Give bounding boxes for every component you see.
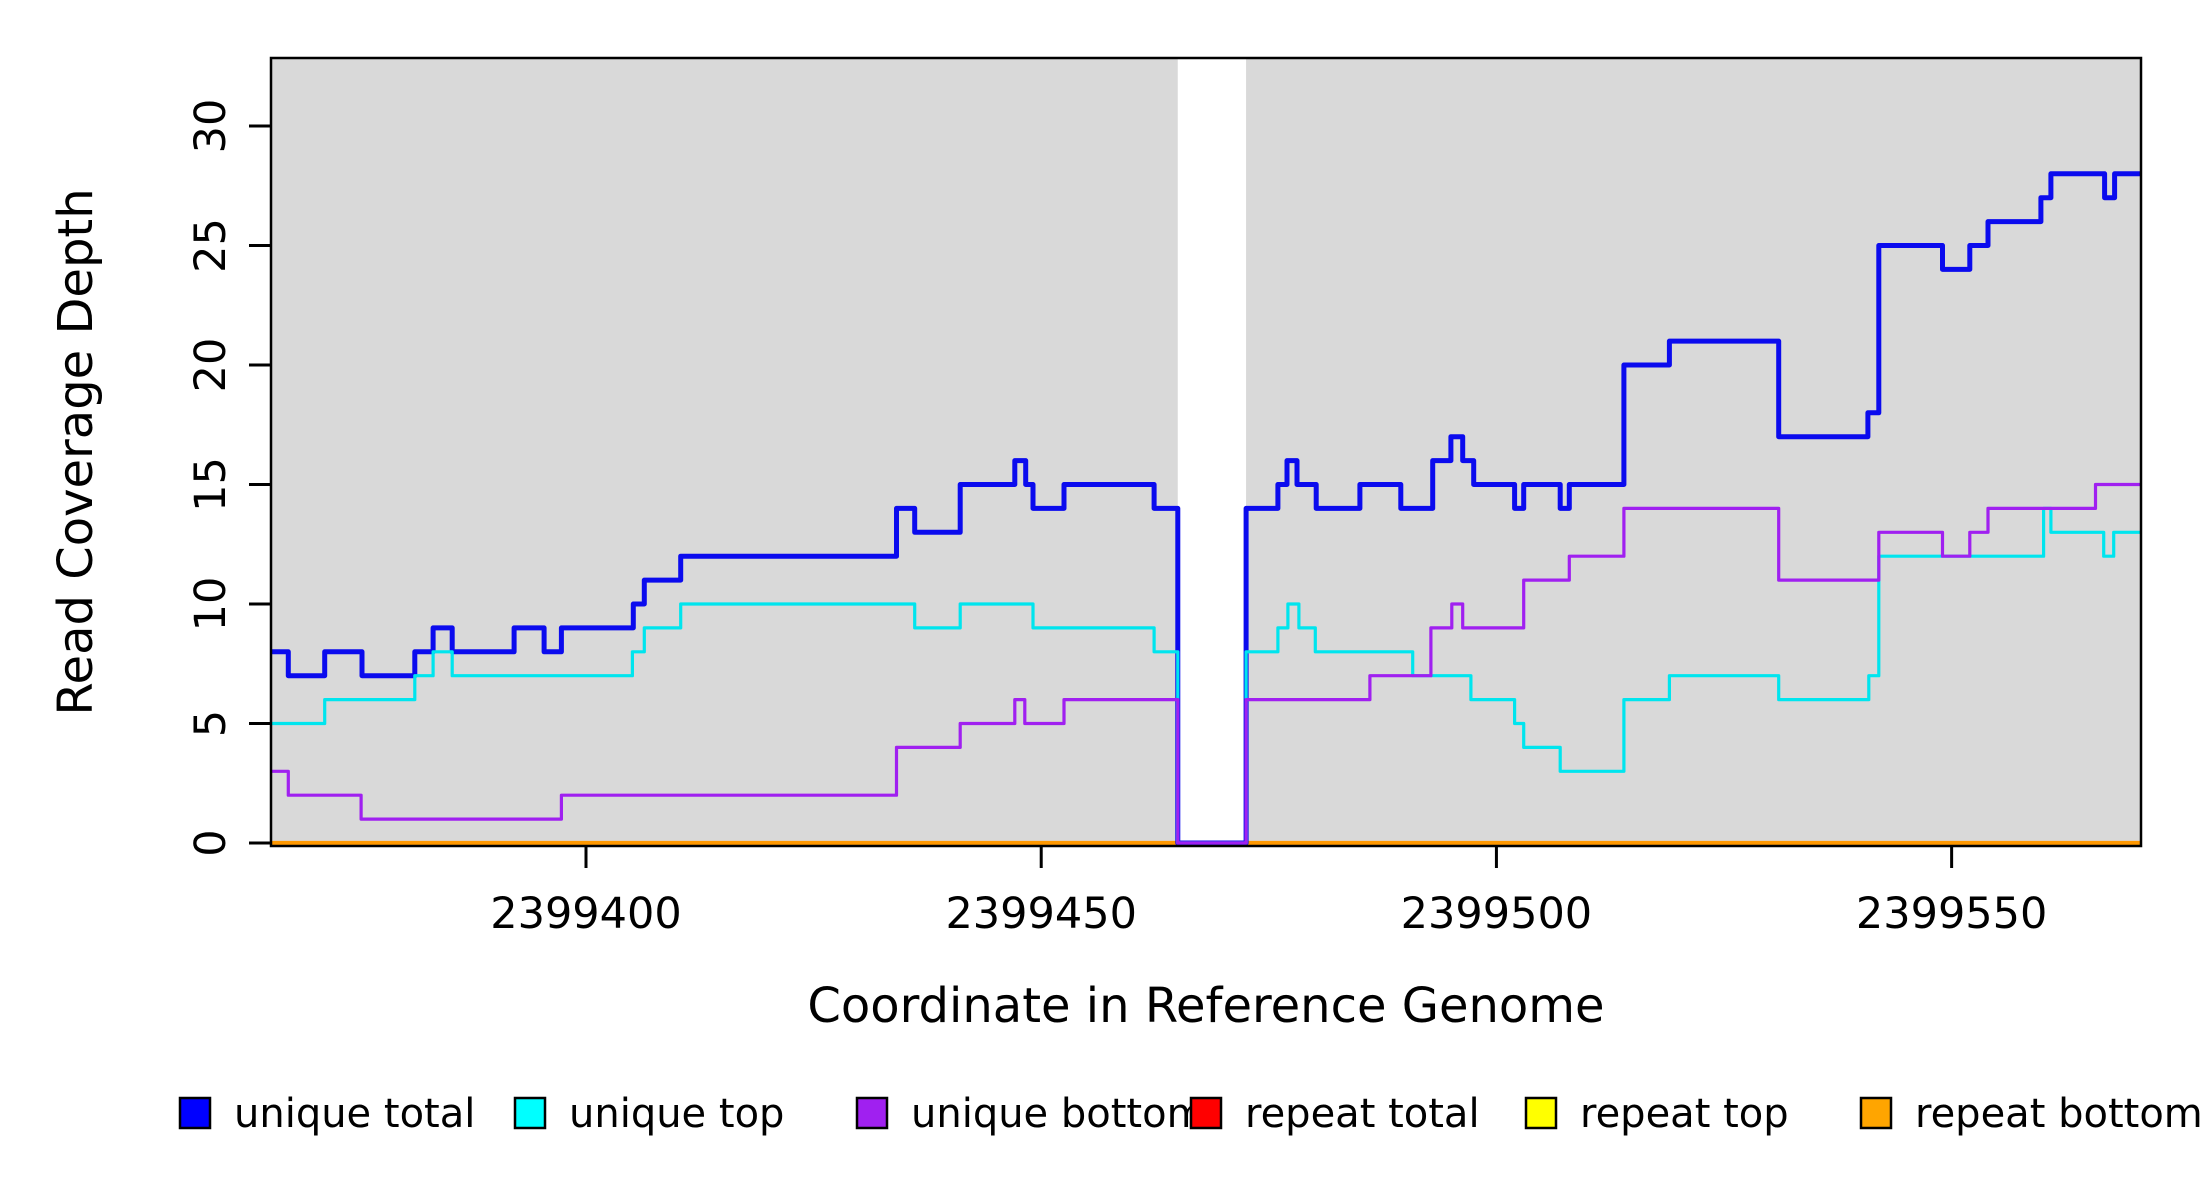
y-tick-label: 15	[186, 457, 236, 512]
x-tick-label: 2399450	[945, 889, 1137, 939]
legend-label: repeat total	[1245, 1091, 1480, 1137]
x-tick-label: 2399550	[1856, 889, 2048, 939]
legend-label: unique bottom	[911, 1091, 1206, 1137]
legend-swatch	[1524, 1096, 1558, 1130]
y-tick-label: 0	[186, 829, 236, 856]
legend-label: unique top	[569, 1091, 784, 1137]
legend-swatch	[1189, 1096, 1223, 1130]
plot-box	[269, 56, 2143, 848]
legend-label: unique total	[234, 1091, 475, 1137]
y-tick-label: 30	[186, 99, 236, 154]
legend-swatch	[1859, 1096, 1893, 1130]
x-axis-title: Coordinate in Reference Genome	[807, 978, 1604, 1034]
y-tick-label: 10	[186, 577, 236, 632]
series-line-unique-total	[271, 171, 2141, 846]
series-line-unique-top	[271, 506, 2141, 845]
y-tick-label: 25	[186, 218, 236, 273]
legend-label: repeat top	[1580, 1091, 1789, 1137]
y-axis-title: Read Coverage Depth	[48, 188, 104, 715]
legend-swatch	[855, 1096, 889, 1130]
no-data-gap-band	[1177, 58, 1247, 846]
y-tick-label: 5	[186, 710, 236, 737]
legend-swatch	[513, 1096, 547, 1130]
x-tick-label: 2399400	[490, 889, 682, 939]
x-tick-label: 2399500	[1401, 889, 1593, 939]
legend-swatch	[178, 1096, 212, 1130]
series-line-unique-bottom	[271, 482, 2141, 845]
y-tick-label: 20	[186, 338, 236, 393]
legend-label: repeat bottom	[1915, 1091, 2200, 1137]
